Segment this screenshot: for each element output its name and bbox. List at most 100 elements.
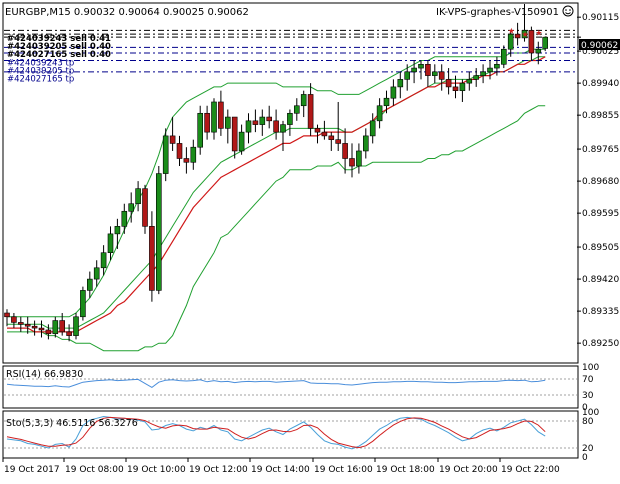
candle[interactable] [87,271,93,298]
candle[interactable] [38,320,45,338]
candle-body [128,203,134,212]
candle[interactable] [128,192,134,223]
candle[interactable] [335,101,342,151]
candle[interactable] [66,324,72,342]
candle[interactable] [362,128,369,159]
candle[interactable] [280,120,286,151]
candle[interactable] [487,60,493,80]
candle[interactable] [356,143,362,174]
candle[interactable] [480,64,486,84]
candle[interactable] [542,36,549,52]
candle[interactable] [135,181,141,212]
candle[interactable] [376,98,383,129]
price-tick-label: 0.89680 [582,177,619,187]
candle[interactable] [397,71,404,99]
candle[interactable] [328,132,335,151]
candle[interactable] [218,90,224,136]
candle[interactable] [31,320,38,336]
candle[interactable] [321,120,328,140]
candle[interactable] [93,260,100,287]
candle[interactable] [459,79,466,102]
candle[interactable] [45,324,52,340]
candle[interactable] [514,22,521,46]
candle[interactable] [507,30,514,57]
candle[interactable] [404,64,411,91]
candle[interactable] [231,116,238,159]
candle[interactable] [287,109,293,136]
candle-body [300,94,307,107]
candle[interactable] [156,166,162,295]
candle-body [397,79,404,88]
time-tick-label: 19 Oct 14:00 [251,465,310,475]
candle[interactable] [390,79,397,106]
candle[interactable] [349,143,355,178]
candle[interactable] [107,226,114,261]
candle[interactable] [266,105,273,129]
candle[interactable] [225,109,231,144]
candle[interactable] [24,316,31,334]
price-pane[interactable]: ★ ★ ★ 0.901150.900250.899400.898550.897650… [2,2,620,364]
candle-body [87,278,93,291]
candle[interactable] [411,60,417,84]
rsi-series [6,378,546,388]
candle-body [245,120,252,133]
candle[interactable] [197,105,203,155]
candle[interactable] [142,184,148,234]
candle[interactable] [259,109,266,136]
candle[interactable] [238,124,245,155]
candle-body [225,116,231,129]
candle[interactable] [17,316,24,332]
candle[interactable] [4,309,10,327]
candle-body [273,120,279,133]
candle[interactable] [500,45,507,69]
candle[interactable] [183,147,190,174]
candle[interactable] [59,313,66,336]
candle[interactable] [80,286,86,321]
candle[interactable] [73,313,79,340]
candle[interactable] [494,56,500,76]
candle[interactable] [176,135,183,167]
time-tick-label: 19 Oct 16:00 [314,465,373,475]
candle[interactable] [307,83,314,136]
candle[interactable] [293,98,300,121]
candle[interactable] [431,64,438,84]
candle[interactable] [314,124,321,144]
candle[interactable] [425,60,431,87]
candle[interactable] [162,128,169,182]
candle[interactable] [190,139,197,170]
candle[interactable] [300,90,307,118]
candle-body [280,124,286,133]
candle[interactable] [445,68,452,95]
candle[interactable] [252,109,259,133]
stochastic-title: Sto(5,3,3) 46.5116 56.3276 [6,418,138,429]
candle[interactable] [418,60,424,80]
candle[interactable] [466,71,473,91]
candle[interactable] [204,105,210,140]
candle-body [383,97,390,107]
candle[interactable] [273,109,279,140]
candle[interactable] [245,113,252,144]
candle[interactable] [169,117,176,151]
candle[interactable] [383,90,390,114]
candle[interactable] [438,64,445,91]
candle[interactable] [452,75,459,99]
candle[interactable] [369,113,376,144]
candle[interactable] [521,4,528,42]
candle[interactable] [121,203,128,234]
price-tick-label: 0.89765 [582,145,619,155]
candle[interactable] [149,211,155,302]
candle[interactable] [211,98,217,140]
rsi-pane[interactable]: 100 70 30 0 RSI(14) 66.9830 [2,363,599,413]
candle[interactable] [342,128,348,174]
candle[interactable] [114,218,121,249]
candle[interactable] [535,41,542,65]
candle[interactable] [11,313,17,329]
candlestick-series[interactable]: ★ ★ ★ [4,4,549,342]
candle[interactable] [100,245,107,276]
candle[interactable] [473,68,480,87]
candle[interactable] [52,316,59,338]
candle[interactable] [528,26,535,61]
